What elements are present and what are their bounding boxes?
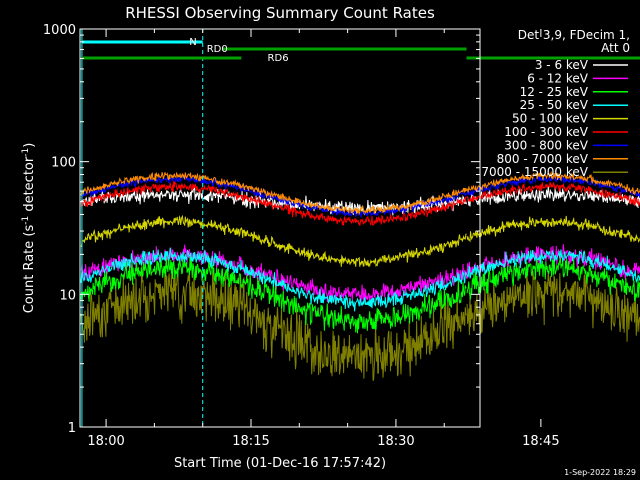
series-line-7	[80, 170, 640, 216]
plot-frame	[79, 28, 481, 428]
legend-label-2: 12 - 25 keV	[520, 85, 589, 99]
series-line-8	[80, 265, 640, 381]
x-tick-label-1: 18:15	[232, 434, 269, 449]
timestamp: 1-Sep-2022 18:29	[564, 468, 636, 477]
x-tick-label-0: 18:00	[87, 434, 124, 449]
x-tick-label-2: 18:30	[377, 434, 414, 449]
y-tick-label-1: 100	[51, 156, 76, 171]
saa-label: RD0	[207, 44, 228, 55]
legend-label-5: 100 - 300 keV	[504, 125, 588, 139]
legend-label-8: 7000 - 15000 keV	[481, 165, 588, 179]
y-label-part3: )	[22, 143, 37, 148]
legend-header-1: Det 3,9, FDecim 1,	[518, 28, 630, 42]
decim-label: RD6	[268, 53, 289, 64]
series-line-4	[80, 214, 640, 268]
x-axis-label: Start Time (01-Dec-16 17:57:42)	[174, 456, 386, 471]
y-axis-ticks: 1000 100 10 1	[43, 23, 480, 436]
series-line-6	[80, 174, 640, 218]
series-lines	[80, 170, 640, 381]
series-line-3	[80, 247, 640, 312]
y-label-sup1: -1	[21, 216, 31, 225]
y-label-part2: detector	[22, 156, 37, 216]
x-tick-label-3: 18:45	[522, 434, 559, 449]
annotations: N RD0 RD6	[81, 29, 640, 427]
legend-label-7: 800 - 7000 keV	[497, 152, 589, 166]
y-label-sup2: -1	[21, 148, 31, 157]
y-axis-label: Count Rate (s-1 detector-1)	[21, 143, 37, 314]
legend-label-6: 300 - 800 keV	[504, 138, 588, 152]
series-line-2	[80, 254, 640, 334]
night-label: N	[189, 37, 196, 48]
y-tick-label-0: 1000	[43, 23, 76, 38]
chart-title: RHESSI Observing Summary Count Rates	[125, 4, 435, 22]
legend-label-1: 6 - 12 keV	[527, 71, 589, 85]
y-tick-label-3: 1	[68, 421, 76, 436]
y-tick-label-2: 10	[59, 288, 76, 303]
series-line-5	[80, 181, 640, 226]
y-label-part1: Count Rate (s	[22, 225, 37, 314]
legend-label-3: 25 - 50 keV	[520, 98, 589, 112]
legend-label-0: 3 - 6 keV	[535, 58, 589, 72]
series-line-0	[80, 186, 640, 216]
legend-header-2: Att 0	[601, 41, 630, 55]
legend-label-4: 50 - 100 keV	[512, 112, 589, 126]
